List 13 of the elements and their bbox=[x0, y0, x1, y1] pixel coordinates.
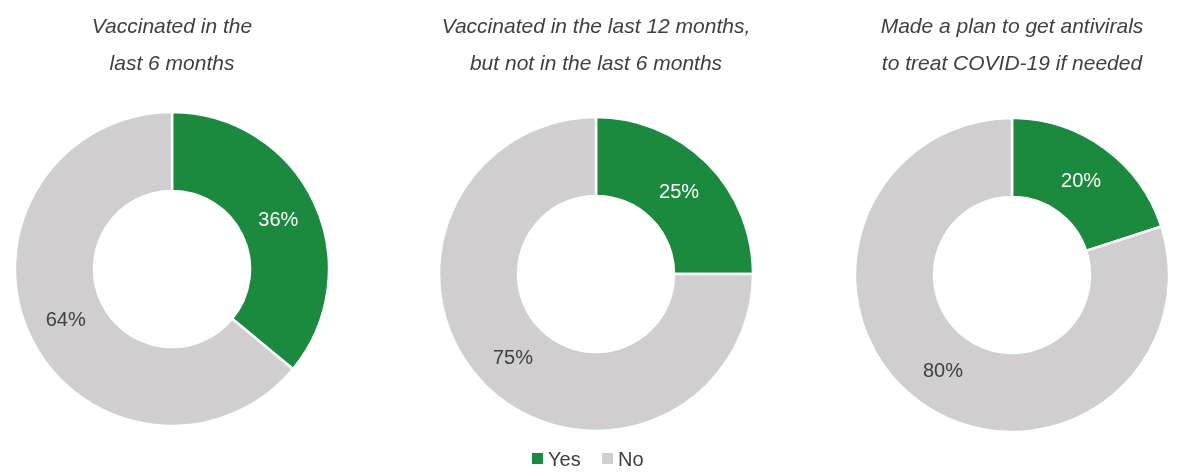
legend-label: Yes bbox=[548, 448, 581, 470]
legend-label: No bbox=[618, 448, 644, 470]
donut-slice bbox=[437, 115, 755, 433]
donut-slice bbox=[853, 116, 1170, 434]
data-label: 36% bbox=[258, 207, 299, 230]
chart-title: Vaccinated in the last 12 months, but not in the last 6 months bbox=[441, 14, 751, 74]
data-label: 20% bbox=[1061, 168, 1102, 191]
chart-title: Vaccinated in the last 6 months bbox=[91, 14, 253, 74]
data-label: 64% bbox=[45, 308, 86, 331]
chart-title: Made a plan to get antivirals to treat COVID-19 if needed bbox=[880, 14, 1144, 74]
data-label: 75% bbox=[492, 346, 534, 369]
data-label: 80% bbox=[922, 359, 964, 382]
data-label: 25% bbox=[659, 179, 700, 202]
